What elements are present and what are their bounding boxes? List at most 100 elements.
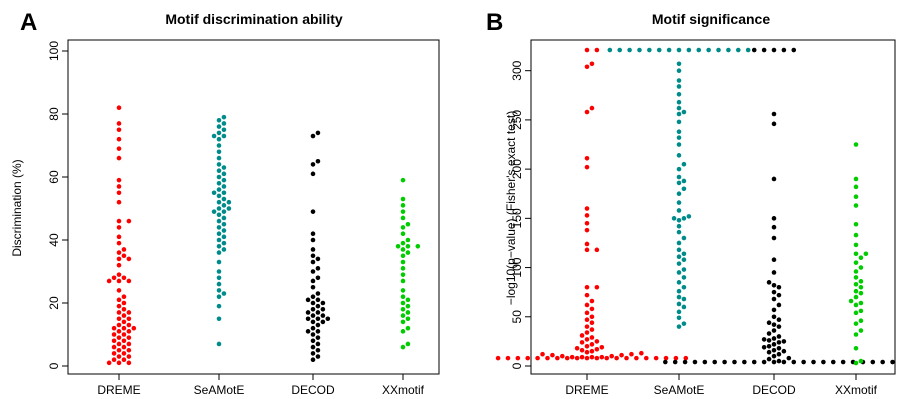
- y-tick-label: 0: [510, 362, 524, 369]
- data-point-seamote: [216, 259, 222, 265]
- data-point-xxmotif: [400, 240, 406, 246]
- data-point-decod: [315, 158, 321, 164]
- data-point-dreme: [584, 247, 590, 253]
- data-point-seamote: [221, 190, 227, 196]
- data-point-xxmotif: [400, 253, 406, 259]
- data-point-decod: [315, 297, 321, 303]
- data-point-decod: [310, 162, 316, 167]
- y-tick-label: 20: [47, 296, 61, 310]
- data-point-decod: [310, 357, 316, 363]
- data-point-seamote: [216, 174, 222, 180]
- data-point-seamote: [216, 288, 222, 293]
- data-point-seamote: [216, 218, 222, 224]
- data-point-xxmotif: [395, 244, 401, 249]
- data-point-decod: [776, 351, 782, 357]
- data-point-dreme: [584, 292, 590, 298]
- data-point-decod: [776, 334, 782, 339]
- data-point-dreme: [643, 355, 649, 361]
- data-point-xxmotif: [858, 255, 864, 261]
- data-point-seamote: [226, 206, 232, 211]
- data-point-dreme: [111, 275, 117, 281]
- data-point-decod: [771, 216, 777, 221]
- data-point-dreme: [589, 335, 595, 340]
- data-point-xxmotif: [400, 209, 406, 214]
- data-point-decod: [315, 130, 321, 136]
- data-point-decod: [310, 325, 316, 331]
- data-point-decod: [310, 269, 316, 274]
- data-point-decod: [315, 322, 321, 328]
- data-point-seamote: [216, 199, 222, 205]
- data-point-decod: [771, 111, 777, 117]
- data-point-xxmotif: [405, 310, 411, 315]
- data-point-seamote: [216, 149, 222, 155]
- data-point-xxmotif: [400, 196, 406, 202]
- data-point-seamote: [681, 275, 687, 280]
- data-point-dreme: [121, 344, 127, 350]
- data-point-dreme: [116, 234, 122, 240]
- data-point-dreme: [505, 355, 511, 361]
- data-point-decod: [305, 316, 311, 322]
- data-point-decod: [310, 332, 316, 337]
- data-point-dreme: [584, 64, 590, 70]
- data-point-dreme: [126, 316, 132, 322]
- data-point-dreme: [574, 345, 580, 351]
- data-point-dreme: [121, 351, 127, 356]
- data-point-seamote: [216, 187, 222, 192]
- data-point-xxmotif: [405, 303, 411, 309]
- x-tick-label: XXmotif: [382, 383, 425, 397]
- data-point-xxmotif: [405, 237, 411, 243]
- data-point-dreme: [564, 355, 570, 361]
- data-point-decod: [692, 359, 698, 365]
- data-point-xxmotif: [863, 251, 869, 257]
- data-point-seamote: [676, 324, 682, 329]
- data-point-seamote: [216, 181, 222, 186]
- data-point-xxmotif: [853, 310, 859, 316]
- data-point-seamote: [676, 68, 682, 73]
- data-point-xxmotif: [858, 265, 864, 270]
- data-point-decod: [786, 355, 792, 361]
- data-point-seamote: [676, 129, 682, 135]
- data-point-dreme: [624, 355, 629, 361]
- panel-b: B Motif significance −log10(p−value) (Fi…: [486, 9, 896, 397]
- data-point-decod: [766, 280, 772, 285]
- data-point-decod: [310, 253, 316, 259]
- panel-a-title: Motif discrimination ability: [165, 11, 343, 27]
- data-point-seamote: [617, 47, 623, 53]
- data-point-dreme: [589, 306, 595, 312]
- data-point-decod: [821, 359, 826, 365]
- data-point-seamote: [716, 47, 721, 53]
- data-point-dreme: [525, 355, 531, 361]
- data-point-seamote: [216, 136, 222, 142]
- data-point-xxmotif: [405, 297, 411, 303]
- panel-a-letter: A: [20, 9, 37, 36]
- data-point-seamote: [627, 47, 632, 53]
- data-point-seamote: [745, 47, 751, 53]
- data-point-seamote: [216, 168, 222, 173]
- data-point-seamote: [216, 212, 222, 218]
- data-point-xxmotif: [400, 203, 406, 208]
- y-tick-label: 40: [47, 233, 61, 247]
- data-point-dreme: [116, 218, 122, 224]
- panel-b-points: [495, 47, 895, 366]
- data-point-seamote: [216, 225, 222, 230]
- data-point-seamote: [686, 214, 692, 219]
- data-point-decod: [310, 313, 316, 318]
- data-point-dreme: [116, 297, 122, 303]
- y-tick-label: 250: [510, 110, 524, 130]
- data-point-seamote: [671, 216, 677, 221]
- data-point-seamote: [221, 209, 227, 214]
- data-point-dreme: [609, 353, 614, 359]
- data-point-seamote: [216, 316, 222, 322]
- data-point-decod: [766, 331, 772, 336]
- data-point-decod: [771, 235, 777, 241]
- data-point-dreme: [584, 156, 590, 161]
- data-point-dreme: [116, 335, 122, 340]
- data-point-dreme: [589, 348, 595, 354]
- data-point-decod: [315, 291, 321, 296]
- data-point-dreme: [111, 338, 117, 344]
- panel-b-x-axis: DREME SeAMotE DECOD XXmotif: [565, 374, 878, 397]
- data-point-decod: [776, 292, 782, 298]
- data-point-seamote: [221, 228, 227, 233]
- data-point-dreme: [614, 355, 619, 361]
- data-point-decod: [771, 347, 777, 353]
